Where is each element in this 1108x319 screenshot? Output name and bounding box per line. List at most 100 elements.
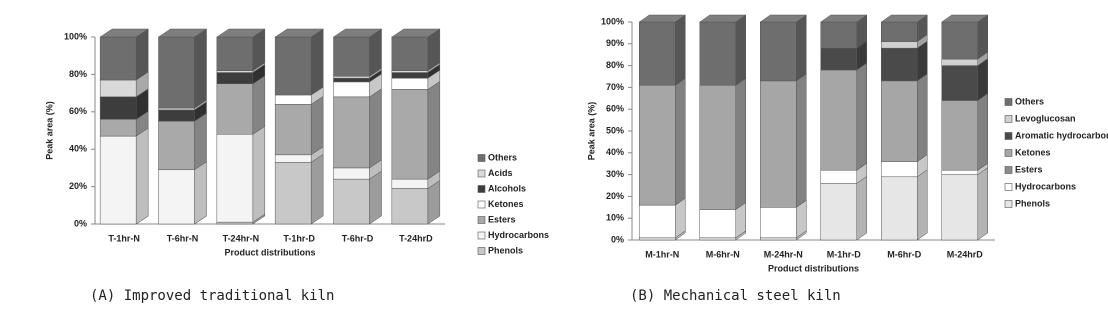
legend-swatch xyxy=(1004,98,1013,106)
bar-segment xyxy=(941,21,978,60)
bar-segment xyxy=(699,84,736,210)
bar-segment xyxy=(99,135,137,225)
bar-side xyxy=(310,153,324,225)
bar-segment xyxy=(941,58,978,66)
bar-segment xyxy=(941,100,978,171)
bar-side xyxy=(310,95,324,156)
x-tick-label: T-24hrD xyxy=(399,233,433,243)
bar-side xyxy=(796,73,807,208)
bar-side xyxy=(194,112,207,171)
bar-segment xyxy=(941,65,978,101)
bar-top xyxy=(638,14,687,23)
bar-segment xyxy=(216,83,254,135)
y-axis-title: Peak area (%) xyxy=(586,102,596,161)
bar-segment xyxy=(158,169,195,225)
bar-segment xyxy=(941,174,978,241)
legend-label: Esters xyxy=(488,214,516,224)
y-tick-label: 70% xyxy=(606,82,624,92)
bar-segment xyxy=(158,36,195,109)
bar-segment xyxy=(699,237,736,241)
bar-side xyxy=(310,28,324,96)
bar-top xyxy=(157,28,208,38)
legend-label: Alcohols xyxy=(488,183,526,193)
legend-label: Levoglucosan xyxy=(1015,113,1076,123)
bar-segment xyxy=(881,80,918,162)
bar-segment xyxy=(699,209,736,239)
bar-side xyxy=(427,80,441,180)
bar-segment xyxy=(820,21,857,49)
y-tick-label: 80% xyxy=(606,60,624,70)
legend-swatch xyxy=(1004,200,1013,208)
x-tick-label: M-1hr-D xyxy=(827,249,861,259)
y-tick-label: 60% xyxy=(606,104,624,114)
legend-label: Hydrocarbons xyxy=(488,230,549,240)
y-tick-label: 0% xyxy=(74,218,87,228)
bar-segment xyxy=(333,36,370,77)
bar-top xyxy=(391,28,441,38)
y-tick-label: 80% xyxy=(69,69,87,79)
bar-side xyxy=(194,161,207,225)
x-tick-label: T-1hr-N xyxy=(108,233,140,243)
bar-side xyxy=(917,169,928,241)
bar-segment xyxy=(881,47,918,82)
bar-segment xyxy=(391,72,429,79)
legend-swatch xyxy=(1004,115,1013,123)
bar-side xyxy=(977,58,988,101)
legend-swatch xyxy=(1004,149,1013,157)
bar-side xyxy=(369,88,382,169)
x-tick-label: T-1hr-D xyxy=(283,233,315,243)
legend-swatch xyxy=(477,231,486,240)
bar-segment xyxy=(391,36,429,71)
y-tick-label: 30% xyxy=(606,169,624,179)
bar-side xyxy=(135,28,149,81)
y-tick-label: 60% xyxy=(69,106,87,116)
bar-segment xyxy=(881,21,918,42)
bar-segment xyxy=(391,70,429,73)
bar-side xyxy=(194,28,207,109)
legend-swatch xyxy=(477,185,486,193)
bar-segment xyxy=(881,41,918,49)
bar-side xyxy=(977,14,988,60)
y-tick-label: 100% xyxy=(64,31,87,41)
y-tick-label: 10% xyxy=(606,213,624,223)
bar-segment xyxy=(158,109,195,122)
bar-segment xyxy=(274,36,312,96)
bar-segment xyxy=(820,183,857,241)
y-tick-label: 40% xyxy=(606,147,624,157)
x-tick-label: M-6hr-D xyxy=(887,249,921,259)
legend-swatch xyxy=(1004,166,1013,174)
bar-segment xyxy=(760,237,797,241)
bar-segment xyxy=(216,221,254,225)
x-axis-title: Product distributions xyxy=(768,263,859,273)
bar-segment xyxy=(699,21,736,86)
bar-top xyxy=(940,14,989,23)
bar-segment xyxy=(391,178,429,189)
bar-segment xyxy=(99,79,137,98)
legend-label: Phenols xyxy=(1015,198,1050,208)
bar-segment xyxy=(639,204,676,239)
bar-segment xyxy=(216,133,254,223)
y-tick-label: 50% xyxy=(606,125,624,135)
legend-swatch xyxy=(477,247,486,255)
bar-top xyxy=(698,14,747,23)
bar-top xyxy=(99,28,149,38)
x-tick-label: M-6hr-N xyxy=(706,249,740,259)
bar-segment xyxy=(333,96,370,169)
legend-label: Others xyxy=(1015,96,1044,106)
bar-segment xyxy=(333,76,370,79)
bar-segment xyxy=(391,77,429,90)
bar-segment xyxy=(639,237,676,241)
x-axis-title: Product distributions xyxy=(225,247,316,257)
bar-side xyxy=(735,14,746,86)
bar-top xyxy=(332,28,383,38)
legend-swatch xyxy=(477,216,486,224)
bar-segment xyxy=(820,47,857,71)
bar-segment xyxy=(333,77,370,83)
legend-swatch xyxy=(477,200,486,209)
bar-segment xyxy=(274,154,312,163)
bar-top xyxy=(274,28,324,38)
bar-side xyxy=(977,92,988,171)
bar-side xyxy=(675,77,686,206)
bar-segment xyxy=(391,188,429,225)
